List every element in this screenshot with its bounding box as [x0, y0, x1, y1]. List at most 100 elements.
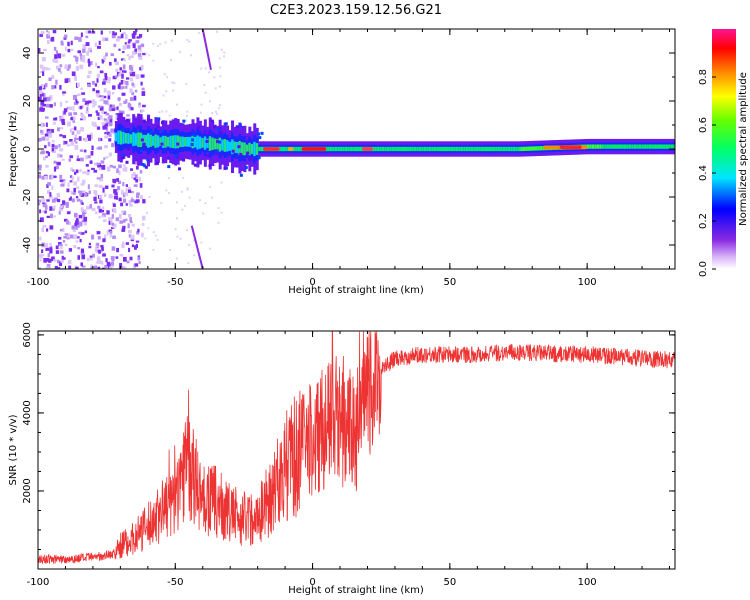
spectrogram-noise-cell — [66, 220, 70, 225]
spectrogram-band-cell — [604, 144, 608, 149]
spectrogram-noise-cell — [206, 153, 210, 157]
spectrogram-noise-cell — [71, 115, 75, 119]
spectrogram-noise-cell — [141, 232, 144, 238]
spectrogram-noise-cell — [66, 233, 71, 238]
spectrogram-band-cell — [228, 141, 232, 151]
spectrogram-noise-cell — [105, 126, 109, 132]
spectrogram-noise-cell — [101, 58, 104, 64]
spectrogram-noise-cell — [59, 134, 63, 137]
spectrogram-noise-cell — [237, 145, 241, 149]
spectrogram-band-cell — [416, 146, 420, 152]
spectrogram-noise-cell — [92, 253, 96, 258]
spectrogram-noise-cell — [86, 82, 91, 85]
spectrogram-noise-cell — [130, 220, 133, 224]
spectrogram-noise-cell — [89, 255, 93, 260]
spectrogram-noise-cell — [75, 60, 79, 65]
spectrogram-noise-cell — [110, 265, 114, 268]
spectrogram-noise-cell — [204, 202, 207, 205]
spectrogram-noise-cell — [89, 203, 92, 209]
spectrogram-noise-cell — [188, 243, 191, 246]
spectrogram-noise-cell — [137, 228, 140, 233]
spectrogram-noise-cell — [260, 131, 264, 135]
spectrogram-noise-cell — [73, 212, 78, 218]
spectrogram-noise-cell — [109, 233, 112, 238]
spectrogram-noise-cell — [70, 190, 73, 195]
spectrogram-noise-cell — [61, 267, 66, 269]
spectrogram-noise-cell — [116, 168, 119, 174]
spectrogram-noise-cell — [88, 114, 92, 117]
spectrogram-noise-cell — [118, 110, 122, 115]
spectrogram-noise-cell — [169, 248, 172, 251]
spectrogram-noise-cell — [45, 151, 49, 154]
spectrogram-noise-cell — [96, 256, 101, 260]
spectrogram-noise-cell — [122, 219, 126, 223]
spectrogram-band-cell — [446, 146, 450, 152]
spectrogram-noise-cell — [193, 254, 196, 257]
spectrogram-noise-cell — [54, 266, 58, 269]
spectrogram-band-cell — [114, 132, 118, 142]
spectrogram-noise-cell — [60, 244, 63, 250]
spectrogram-band-cell — [151, 136, 155, 146]
spectrogram-noise-cell — [59, 261, 63, 267]
spectrogram-noise-cell — [95, 90, 100, 94]
spectrogram-noise-cell — [191, 138, 195, 142]
spectrogram-noise-cell — [81, 54, 86, 60]
spectrogram-noise-cell — [101, 209, 105, 213]
spectrogram-noise-cell — [86, 106, 89, 112]
spectrogram-noise-cell — [40, 84, 45, 89]
spectrogram-peak — [287, 147, 294, 151]
spectrogram-band-cell — [124, 133, 128, 144]
spectrogram-noise-cell — [211, 112, 214, 115]
spectrogram-noise-cell — [165, 189, 168, 192]
spectrogram-noise-cell — [120, 33, 124, 39]
snr-xtick-label: 0 — [309, 577, 315, 588]
spectrogram-noise-cell — [96, 242, 100, 247]
spectrogram-noise-cell — [56, 127, 60, 132]
spectrogram-noise-cell — [42, 224, 47, 228]
spectrogram-noise-cell — [69, 128, 73, 133]
spectrogram-band-cell — [406, 146, 410, 152]
spectrogram-noise-cell — [81, 190, 86, 196]
spectrogram-noise-cell — [141, 87, 145, 91]
spectrogram-band-cell — [431, 146, 435, 152]
spectrogram-noise-cell — [123, 256, 127, 262]
spectrogram-noise-cell — [53, 117, 56, 121]
spectrogram-noise-cell — [152, 42, 155, 45]
spectrogram-noise-cell — [41, 123, 45, 127]
spectrogram-noise-cell — [133, 95, 137, 101]
spectrogram-noise-cell — [90, 264, 94, 267]
spectrogram-noise-cell — [115, 114, 119, 120]
spectrogram-noise-cell — [95, 62, 98, 67]
spectrogram-noise-cell — [105, 185, 109, 190]
spectrogram-band-cell — [651, 144, 655, 149]
spectrogram-noise-cell — [78, 190, 81, 194]
spectrogram-noise-cell — [192, 133, 196, 137]
spectrogram-noise-cell — [101, 122, 105, 125]
spectrogram-band-cell — [119, 130, 123, 145]
spectrogram-band-cell — [465, 146, 469, 152]
spectrogram-noise-cell — [116, 178, 120, 182]
spectrogram-band-cell — [159, 137, 163, 146]
spectrogram-noise-cell — [43, 257, 47, 263]
spectrogram-noise-cell — [218, 127, 222, 131]
spectrogram-noise-cell — [111, 246, 116, 251]
spectrogram-noise-cell — [215, 30, 218, 33]
spectrogram-noise-cell — [70, 117, 73, 120]
spectrogram-noise-cell — [136, 36, 141, 39]
spectrogram-noise-cell — [175, 217, 178, 220]
spectrogram-noise-cell — [62, 227, 65, 232]
spectrogram-noise-cell — [38, 48, 41, 53]
spectrogram-noise-cell — [104, 120, 108, 123]
spectrogram-band-cell — [436, 146, 440, 152]
spectrogram-band-cell — [638, 144, 642, 149]
spectrogram-noise-cell — [48, 133, 53, 138]
spectrogram-band-cell — [117, 130, 121, 145]
spectrogram-noise-cell — [103, 164, 106, 170]
spectrogram-noise-cell — [75, 220, 79, 225]
spectrogram-noise-cell — [68, 265, 72, 269]
spectrogram-band-cell — [495, 146, 499, 152]
spectrogram-noise-cell — [214, 110, 217, 113]
spectrogram-noise-cell — [66, 188, 70, 193]
spectrogram-noise-cell — [87, 83, 91, 88]
spectrogram-noise-cell — [257, 156, 261, 160]
